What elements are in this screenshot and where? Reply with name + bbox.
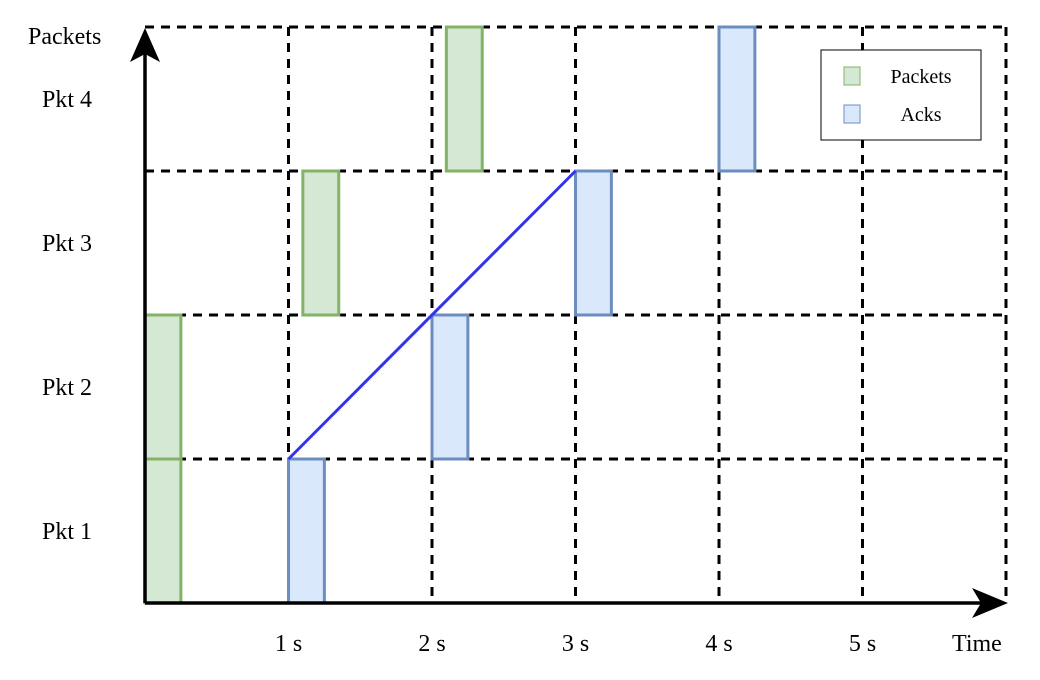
ack-bar (287, 457, 326, 605)
row-label: Pkt 1 (42, 519, 92, 545)
labels: Packets Time Pkt 1 Pkt 2 Pkt 3 Pkt 4 1 s 2 s 3… (28, 24, 1002, 657)
ack-bar (430, 313, 470, 461)
ack-trend-line (287, 169, 577, 461)
bars (143, 25, 757, 605)
axes (130, 28, 1008, 618)
legend-label: Packets (890, 66, 951, 88)
y-axis-arrowhead (130, 28, 160, 62)
ack-bar (717, 25, 757, 173)
y-axis-label: Packets (28, 24, 101, 50)
row-label: Pkt 2 (42, 375, 92, 401)
legend-label: Acks (900, 104, 941, 126)
x-tick-label: 5 s (849, 631, 876, 657)
x-tick-label: 2 s (418, 631, 445, 657)
x-tick-label: 3 s (562, 631, 589, 657)
packet-bar (301, 169, 341, 317)
legend-swatch (843, 104, 861, 124)
legend-box (820, 49, 982, 141)
x-axis-arrowhead (972, 588, 1008, 618)
x-tick-label: 4 s (705, 631, 732, 657)
packet-bar (143, 457, 183, 605)
row-label: Pkt 4 (42, 87, 92, 113)
x-axis-label: Time (952, 631, 1002, 657)
row-label: Pkt 3 (42, 231, 92, 257)
legend: Packets Acks (820, 49, 982, 141)
packet-bar (444, 25, 484, 173)
packet-bar (143, 313, 183, 461)
legend-swatch (843, 66, 861, 86)
ack-bar (574, 169, 613, 317)
ack-trend-line-group (287, 169, 577, 461)
x-tick-label: 1 s (275, 631, 302, 657)
